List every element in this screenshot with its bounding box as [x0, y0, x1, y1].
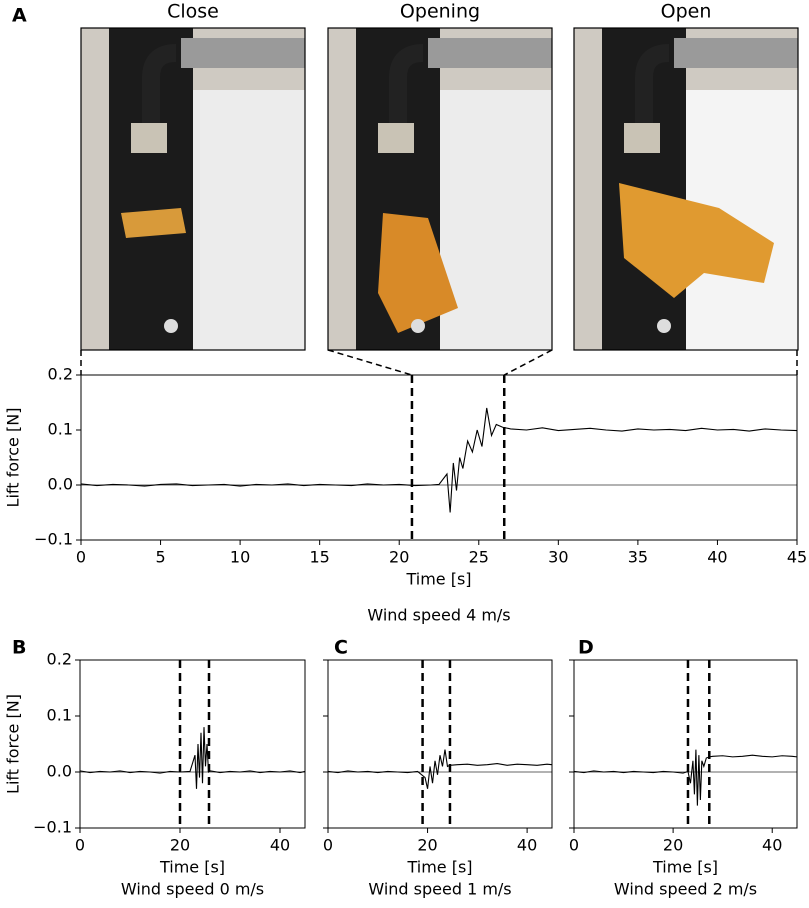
panel-letter: B — [12, 637, 26, 659]
data-line — [80, 407, 798, 513]
x-tick-label: 0 — [323, 836, 333, 855]
x-tick-label: 40 — [762, 836, 782, 855]
x-tick-label: 5 — [155, 548, 165, 567]
plot-frame — [80, 374, 798, 541]
plot-frame — [327, 659, 553, 829]
photo-label: Close — [167, 1, 219, 23]
x-axis-label: Time [s] — [406, 858, 472, 877]
plot-frame — [79, 659, 306, 829]
x-tick-label: 40 — [707, 548, 727, 567]
photo-label: Opening — [400, 1, 480, 23]
x-tick-label: 20 — [170, 836, 190, 855]
x-tick-label: 40 — [517, 836, 537, 855]
y-tick-label: 0.0 — [48, 475, 73, 494]
x-tick-label: 20 — [389, 548, 409, 567]
photo — [573, 27, 799, 351]
x-tick-label: 0 — [75, 836, 85, 855]
panel-letter: C — [334, 637, 348, 659]
x-tick-label: 35 — [628, 548, 648, 567]
x-tick-label: 40 — [270, 836, 290, 855]
x-tick-label: 0 — [569, 836, 579, 855]
y-tick-label: 0.1 — [48, 420, 73, 439]
caption: Wind speed 2 m/s — [614, 880, 757, 899]
x-axis-label: Time [s] — [652, 858, 718, 877]
connector — [503, 349, 553, 376]
caption: Wind speed 1 m/s — [368, 880, 511, 899]
caption: Wind speed 0 m/s — [121, 880, 264, 899]
data-line — [573, 749, 798, 806]
panel-letter: D — [578, 637, 594, 659]
plot-frame — [573, 659, 798, 829]
x-tick-label: 20 — [417, 836, 437, 855]
photo-label: Open — [661, 1, 712, 23]
x-tick-label: 30 — [548, 548, 568, 567]
y-tick-label: 0.2 — [47, 650, 72, 669]
data-line — [327, 749, 553, 789]
x-tick-label: 0 — [76, 548, 86, 567]
y-tick-label: 0.0 — [47, 762, 72, 781]
x-tick-label: 20 — [663, 836, 683, 855]
y-tick-label: 0.1 — [47, 706, 72, 725]
x-tick-label: 25 — [469, 548, 489, 567]
x-tick-label: 15 — [309, 548, 329, 567]
data-line — [79, 727, 306, 789]
caption: Wind speed 4 m/s — [367, 606, 510, 625]
x-tick-label: 10 — [230, 548, 250, 567]
y-tick-label: 0.2 — [48, 365, 73, 384]
x-tick-label: 45 — [787, 548, 807, 567]
y-axis-label: Lift force [N] — [4, 694, 23, 794]
y-tick-label: −0.1 — [34, 530, 73, 549]
photo — [80, 27, 306, 351]
panel-letter: A — [12, 5, 27, 27]
x-axis-label: Time [s] — [405, 570, 471, 589]
connector — [327, 349, 413, 376]
photo — [327, 27, 553, 351]
x-axis-label: Time [s] — [159, 858, 225, 877]
y-tick-label: −0.1 — [33, 818, 72, 837]
y-axis-label: Lift force [N] — [4, 408, 23, 508]
